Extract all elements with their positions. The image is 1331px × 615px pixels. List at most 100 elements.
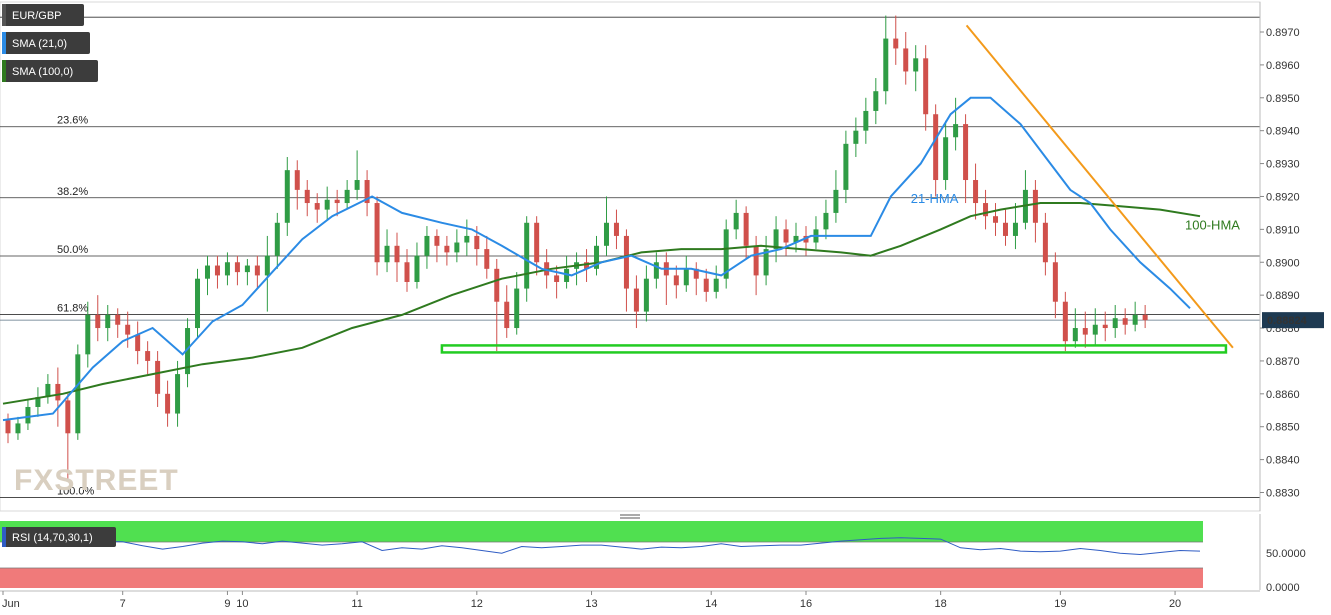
time-tick-label: 10 <box>236 598 248 610</box>
candle-body <box>185 328 191 375</box>
price-tick-label: 0.8850 <box>1266 422 1300 434</box>
time-tick-label: 16 <box>800 598 812 610</box>
candle-body <box>344 189 350 204</box>
candle-body <box>743 212 749 246</box>
candle-body <box>384 245 390 263</box>
candle-body <box>35 397 41 407</box>
candle-body <box>324 199 330 210</box>
candle-body <box>404 262 410 282</box>
candle-body <box>374 203 380 263</box>
candle-body <box>863 110 869 131</box>
candle-body <box>1012 222 1018 236</box>
rsi-tick-label: 0.0000 <box>1266 582 1300 594</box>
legend: EUR/GBP SMA (21,0) SMA (100,0) <box>2 4 98 82</box>
fib-label: 50.0% <box>57 244 88 256</box>
candle-body <box>703 278 709 292</box>
legend-item <box>2 32 90 54</box>
candle-body <box>643 278 649 312</box>
candle-body <box>594 245 600 269</box>
fib-label: 100.0% <box>57 485 95 497</box>
legend-label: EUR/GBP <box>12 10 62 22</box>
annotation-label: 100-HMA <box>1185 217 1240 232</box>
candle-body <box>683 268 689 286</box>
legend-label: SMA (21,0) <box>12 38 67 50</box>
price-tick-label: 0.8830 <box>1266 488 1300 500</box>
rsi-oversold-zone <box>0 568 1203 588</box>
price-tick-label: 0.8900 <box>1266 257 1300 269</box>
candle-body <box>204 265 210 279</box>
candle-body <box>105 314 111 329</box>
candle-body <box>1092 324 1098 335</box>
time-tick-label: 14 <box>705 598 717 610</box>
legend-label: SMA (100,0) <box>12 66 73 78</box>
candle-body <box>314 203 320 210</box>
candle-body <box>25 406 31 424</box>
candle-body <box>983 203 989 217</box>
rsi-tick-label: 50.0000 <box>1266 548 1306 560</box>
candle-body <box>773 229 779 250</box>
candle-body <box>145 351 151 361</box>
candle-body <box>274 222 280 256</box>
candle-body <box>883 38 889 92</box>
time-tick-label: 11 <box>351 598 362 610</box>
candle-body <box>115 314 121 325</box>
price-tick-label: 0.8970 <box>1266 27 1300 39</box>
current-price-label: 0.88824 <box>1267 315 1308 327</box>
candle-body <box>464 235 470 243</box>
time-tick-label: Jun <box>2 598 20 610</box>
candle-body <box>424 235 430 256</box>
price-tick-label: 0.8860 <box>1266 389 1300 401</box>
candle-body <box>15 423 21 434</box>
candle-body <box>254 265 260 276</box>
candle-body <box>45 383 51 398</box>
candle-body <box>913 58 919 72</box>
candle-body <box>653 262 659 279</box>
price-tick-label: 0.8870 <box>1266 356 1300 368</box>
candle-body <box>414 255 420 282</box>
sma-21-line <box>2 96 1191 422</box>
candle-body <box>284 170 290 223</box>
candle-body <box>603 222 609 246</box>
candle-body <box>135 334 141 352</box>
time-tick-label: 9 <box>224 598 230 610</box>
candle-body <box>903 48 909 72</box>
fib-label: 38.2% <box>57 186 88 198</box>
price-tick-label: 0.8920 <box>1266 191 1300 203</box>
candle-body <box>1072 328 1078 342</box>
candle-body <box>1112 318 1118 329</box>
candle-body <box>95 314 101 329</box>
candle-body <box>1032 189 1038 223</box>
rsi-legend-label: RSI (14,70,30,1) <box>12 532 93 544</box>
rsi-overbought-zone <box>0 521 1203 542</box>
candle-body <box>833 189 839 213</box>
candle-body <box>943 137 949 181</box>
price-tick-label: 0.8960 <box>1266 60 1300 72</box>
candle-body <box>504 301 510 329</box>
rsi-legend-item <box>2 527 116 547</box>
candle-body <box>753 245 759 276</box>
candle-body <box>1142 314 1148 321</box>
candle-body <box>524 222 530 289</box>
candle-body <box>693 268 699 279</box>
fib-label: 61.8% <box>57 303 88 315</box>
candle-body <box>843 143 849 190</box>
candle-body <box>1052 262 1058 302</box>
legend-item <box>2 4 84 26</box>
time-tick-label: 7 <box>120 598 126 610</box>
candle-body <box>534 222 540 263</box>
candle-body <box>244 265 250 273</box>
candle-body <box>234 262 240 273</box>
candle-body <box>963 124 969 181</box>
candle-body <box>224 262 230 276</box>
candle-body <box>394 245 400 263</box>
price-tick-label: 0.8930 <box>1266 159 1300 171</box>
candle-body <box>1102 324 1108 329</box>
annotation-label: 21-HMA <box>911 191 959 206</box>
candle-body <box>304 189 310 204</box>
moving-averages <box>2 96 1201 422</box>
time-tick-label: 12 <box>471 598 483 610</box>
candle-body <box>1132 314 1138 325</box>
candle-body <box>85 314 91 355</box>
rsi-line <box>2 537 1201 556</box>
time-axis: Jun 7 9 10 11 12 13 14 16 18 19 20 <box>0 590 1260 610</box>
